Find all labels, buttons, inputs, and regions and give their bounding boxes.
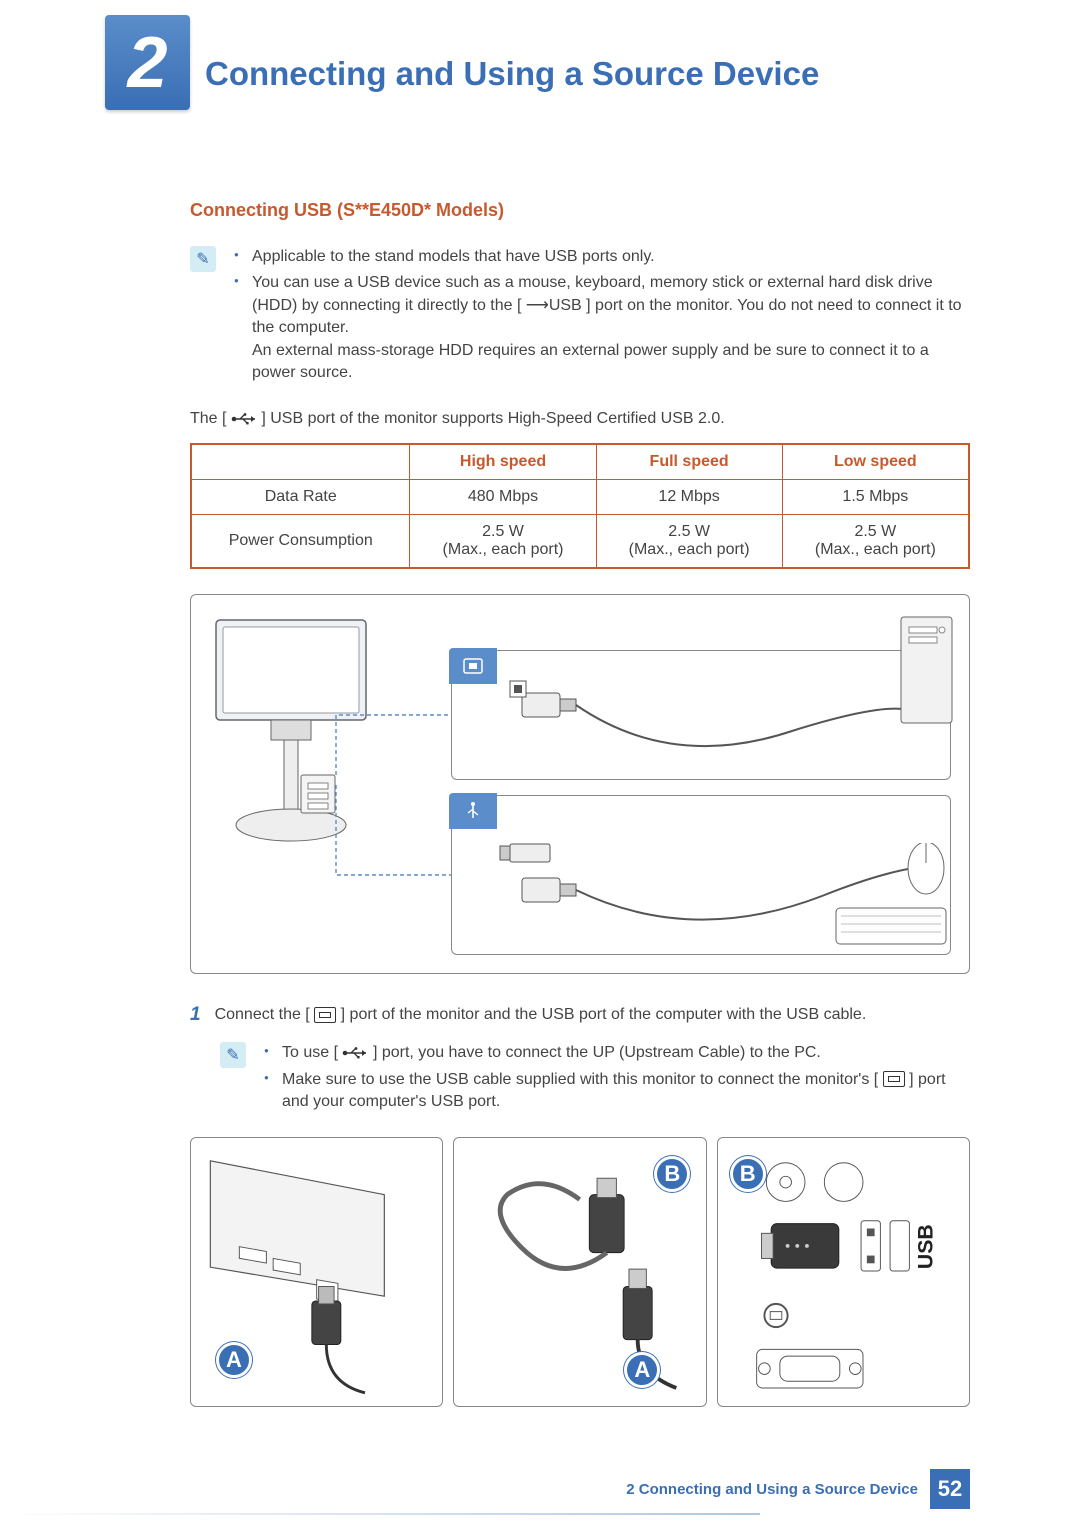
table-cell: 2.5 W (Max., each port) [596, 514, 782, 568]
table-cell: 2.5 W (Max., each port) [782, 514, 969, 568]
note-item: To use [ ] port, you have to connect the… [264, 1042, 970, 1064]
note-list-step1: To use [ ] port, you have to connect the… [264, 1042, 970, 1117]
connection-diagram-2: A B A [190, 1137, 970, 1407]
note-icon [220, 1042, 246, 1068]
monitor-illustration [211, 615, 411, 855]
page-content: Connecting USB (S**E450D* Models) Applic… [0, 110, 1080, 1407]
cable-svg-top [452, 651, 952, 781]
usb-label: USB [913, 1225, 937, 1270]
page-footer: 2 Connecting and Using a Source Device 5… [626, 1469, 970, 1509]
connection-diagram-1 [190, 594, 970, 974]
table-row: Data Rate 480 Mbps 12 Mbps 1.5 Mbps [191, 479, 969, 514]
table-header-empty [191, 444, 410, 480]
table-rowhead: Power Consumption [191, 514, 410, 568]
step-number: 1 [190, 1004, 201, 1026]
intro-paragraph: The [ ] USB port of the monitor supports… [190, 408, 970, 430]
usb-icon [342, 1046, 368, 1060]
footer-page-number: 52 [930, 1469, 970, 1509]
table-header: Full speed [596, 444, 782, 480]
subsection-title: Connecting USB (S**E450D* Models) [190, 200, 970, 221]
table-header: Low speed [782, 444, 969, 480]
note-block-top: Applicable to the stand models that have… [190, 246, 970, 388]
step-text-after: ] port of the monitor and the USB port o… [341, 1006, 867, 1023]
note-item: Applicable to the stand models that have… [234, 246, 970, 268]
note-text: Make sure to use the USB cable supplied … [282, 1071, 883, 1088]
intro-after: ] USB port of the monitor supports High-… [261, 410, 724, 427]
note-icon [190, 246, 216, 272]
usb-icon [231, 412, 257, 426]
d2-panel-monitor-back: A [190, 1137, 443, 1407]
footer-chapter-ref: 2 Connecting and Using a Source Device [626, 1481, 918, 1498]
label-B: B [730, 1156, 766, 1192]
chapter-title: Connecting and Using a Source Device [205, 55, 1080, 93]
port-tab-upstream-icon [449, 648, 497, 684]
table-cell: 480 Mbps [410, 479, 596, 514]
d2-panel-cable-ab: B A [453, 1137, 706, 1407]
note-text: To use [ [282, 1044, 342, 1061]
page-header: 2 Connecting and Using a Source Device [0, 0, 1080, 110]
footer-gradient [0, 1513, 760, 1515]
table-cell: 12 Mbps [596, 479, 782, 514]
table-header: High speed [410, 444, 596, 480]
step-body: Connect the [ ] port of the monitor and … [215, 1004, 970, 1026]
table-cell: 2.5 W (Max., each port) [410, 514, 596, 568]
note-item: Make sure to use the USB cable supplied … [264, 1069, 970, 1114]
note-block-step1: To use [ ] port, you have to connect the… [220, 1042, 970, 1117]
chapter-number-badge: 2 [105, 15, 190, 110]
note-list-top: Applicable to the stand models that have… [234, 246, 970, 388]
table-row: Power Consumption 2.5 W (Max., each port… [191, 514, 969, 568]
table-rowhead: Data Rate [191, 479, 410, 514]
note-text: ] port, you have to connect the UP (Upst… [373, 1044, 821, 1061]
footer-chapter-name: Connecting and Using a Source Device [639, 1481, 918, 1498]
step-1: 1 Connect the [ ] port of the monitor an… [190, 1004, 970, 1026]
usb-spec-table: High speed Full speed Low speed Data Rat… [190, 443, 970, 569]
port-icon [314, 1007, 336, 1023]
d2-panel-pc-back: USB B [717, 1137, 970, 1407]
port-icon [883, 1071, 905, 1087]
step-text-before: Connect the [ [215, 1006, 315, 1023]
table-cell: 1.5 Mbps [782, 479, 969, 514]
footer-chapter-num: 2 [626, 1481, 634, 1498]
mouse-keyboard-illustration [831, 843, 951, 953]
intro-before: The [ [190, 410, 231, 427]
cable-panel-top [451, 650, 951, 780]
manual-page: 2 Connecting and Using a Source Device C… [0, 0, 1080, 1527]
port-tab-downstream-icon [449, 793, 497, 829]
note-item: You can use a USB device such as a mouse… [234, 272, 970, 384]
pc-tower-illustration [899, 615, 954, 725]
